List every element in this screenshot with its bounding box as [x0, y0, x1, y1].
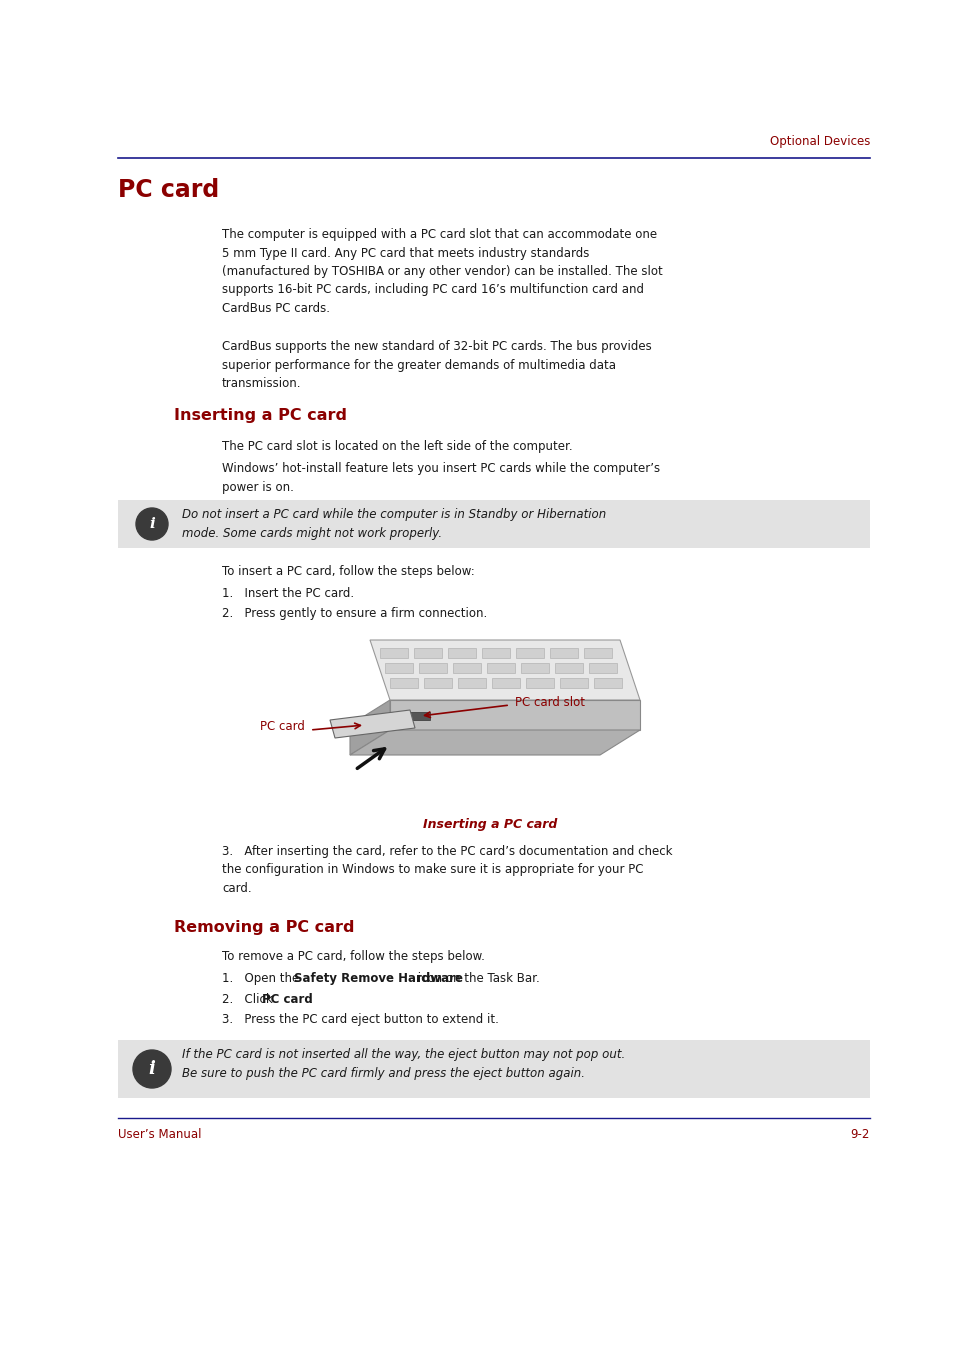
Bar	[118, 500, 869, 549]
Polygon shape	[423, 678, 452, 688]
Polygon shape	[350, 730, 639, 755]
Text: To remove a PC card, follow the steps below.: To remove a PC card, follow the steps be…	[222, 950, 484, 963]
Polygon shape	[520, 663, 548, 673]
Text: 2.   Click: 2. Click	[222, 993, 276, 1006]
Polygon shape	[457, 678, 485, 688]
Circle shape	[136, 508, 168, 540]
Polygon shape	[379, 648, 408, 658]
Text: User’s Manual: User’s Manual	[118, 1128, 201, 1142]
Polygon shape	[330, 711, 415, 738]
Polygon shape	[418, 663, 447, 673]
Polygon shape	[390, 700, 639, 730]
Text: Removing a PC card: Removing a PC card	[173, 920, 355, 935]
Polygon shape	[486, 663, 515, 673]
Text: 2.   Press gently to ensure a firm connection.: 2. Press gently to ensure a firm connect…	[222, 607, 487, 620]
Text: 1.   Open the: 1. Open the	[222, 971, 303, 985]
Polygon shape	[583, 648, 612, 658]
Text: The PC card slot is located on the left side of the computer.: The PC card slot is located on the left …	[222, 440, 572, 453]
Text: 3.   After inserting the card, refer to the PC card’s documentation and check
th: 3. After inserting the card, refer to th…	[222, 844, 672, 894]
Text: .: .	[309, 993, 313, 1006]
Text: 9-2: 9-2	[850, 1128, 869, 1142]
Text: PC card: PC card	[260, 720, 305, 734]
Text: Inserting a PC card: Inserting a PC card	[422, 817, 557, 831]
Text: Optional Devices: Optional Devices	[769, 135, 869, 149]
Circle shape	[132, 1050, 171, 1088]
Text: CardBus supports the new standard of 32-bit PC cards. The bus provides
superior : CardBus supports the new standard of 32-…	[222, 340, 651, 390]
Bar	[118, 1040, 869, 1098]
Text: PC card: PC card	[118, 178, 219, 203]
Polygon shape	[385, 663, 413, 673]
Polygon shape	[350, 700, 390, 755]
Polygon shape	[550, 648, 578, 658]
Text: icon on the Task Bar.: icon on the Task Bar.	[414, 971, 539, 985]
Text: i: i	[149, 1061, 155, 1078]
Polygon shape	[453, 663, 480, 673]
Polygon shape	[594, 678, 621, 688]
Text: PC card: PC card	[262, 993, 313, 1006]
Text: The computer is equipped with a PC card slot that can accommodate one
5 mm Type : The computer is equipped with a PC card …	[222, 228, 662, 315]
Text: 3.   Press the PC card eject button to extend it.: 3. Press the PC card eject button to ext…	[222, 1013, 498, 1025]
Polygon shape	[414, 648, 441, 658]
Text: Do not insert a PC card while the computer is in Standby or Hibernation
mode. So: Do not insert a PC card while the comput…	[182, 508, 605, 539]
Text: If the PC card is not inserted all the way, the eject button may not pop out.
Be: If the PC card is not inserted all the w…	[182, 1048, 624, 1079]
Polygon shape	[555, 663, 582, 673]
Text: PC card slot: PC card slot	[515, 696, 584, 708]
Polygon shape	[559, 678, 587, 688]
Text: 1.   Insert the PC card.: 1. Insert the PC card.	[222, 586, 354, 600]
Text: Inserting a PC card: Inserting a PC card	[173, 408, 347, 423]
Text: To insert a PC card, follow the steps below:: To insert a PC card, follow the steps be…	[222, 565, 475, 578]
Polygon shape	[525, 678, 554, 688]
Polygon shape	[516, 648, 543, 658]
Polygon shape	[390, 678, 417, 688]
Text: Safety Remove Hardware: Safety Remove Hardware	[294, 971, 462, 985]
Text: Windows’ hot-install feature lets you insert PC cards while the computer’s
power: Windows’ hot-install feature lets you in…	[222, 462, 659, 493]
Polygon shape	[588, 663, 617, 673]
Polygon shape	[370, 640, 639, 700]
Text: i: i	[149, 517, 154, 531]
Polygon shape	[481, 648, 510, 658]
Polygon shape	[448, 648, 476, 658]
Polygon shape	[390, 712, 430, 720]
Polygon shape	[492, 678, 519, 688]
